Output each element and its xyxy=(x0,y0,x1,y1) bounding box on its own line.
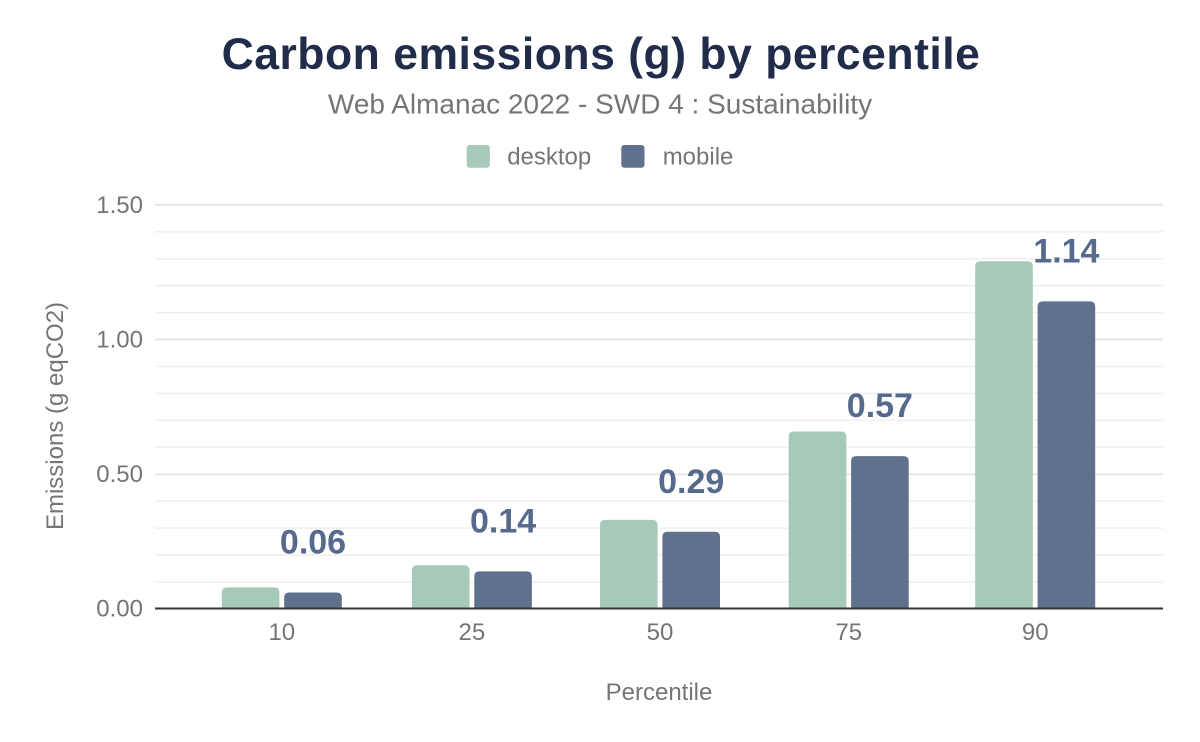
svg-text:0.00: 0.00 xyxy=(96,596,143,623)
svg-text:0.29: 0.29 xyxy=(658,463,724,501)
svg-text:Web Almanac 2022 - SWD 4 : Sus: Web Almanac 2022 - SWD 4 : Sustainabilit… xyxy=(328,89,872,120)
svg-text:0.50: 0.50 xyxy=(96,461,143,488)
svg-text:25: 25 xyxy=(459,619,486,646)
svg-text:0.14: 0.14 xyxy=(470,502,536,540)
svg-text:10: 10 xyxy=(268,619,295,646)
svg-text:desktop: desktop xyxy=(507,143,591,170)
svg-text:0.57: 0.57 xyxy=(847,387,913,425)
svg-text:Carbon emissions (g) by percen: Carbon emissions (g) by percentile xyxy=(222,30,981,79)
svg-text:Percentile: Percentile xyxy=(606,679,713,706)
svg-text:1.14: 1.14 xyxy=(1033,232,1099,270)
svg-text:50: 50 xyxy=(647,619,674,646)
svg-text:90: 90 xyxy=(1022,619,1049,646)
svg-text:1.50: 1.50 xyxy=(96,192,143,219)
svg-text:0.06: 0.06 xyxy=(280,524,346,562)
svg-text:1.00: 1.00 xyxy=(96,327,143,354)
svg-text:Emissions (g eqCO2): Emissions (g eqCO2) xyxy=(42,302,69,530)
svg-text:75: 75 xyxy=(835,619,862,646)
svg-text:mobile: mobile xyxy=(663,143,734,170)
